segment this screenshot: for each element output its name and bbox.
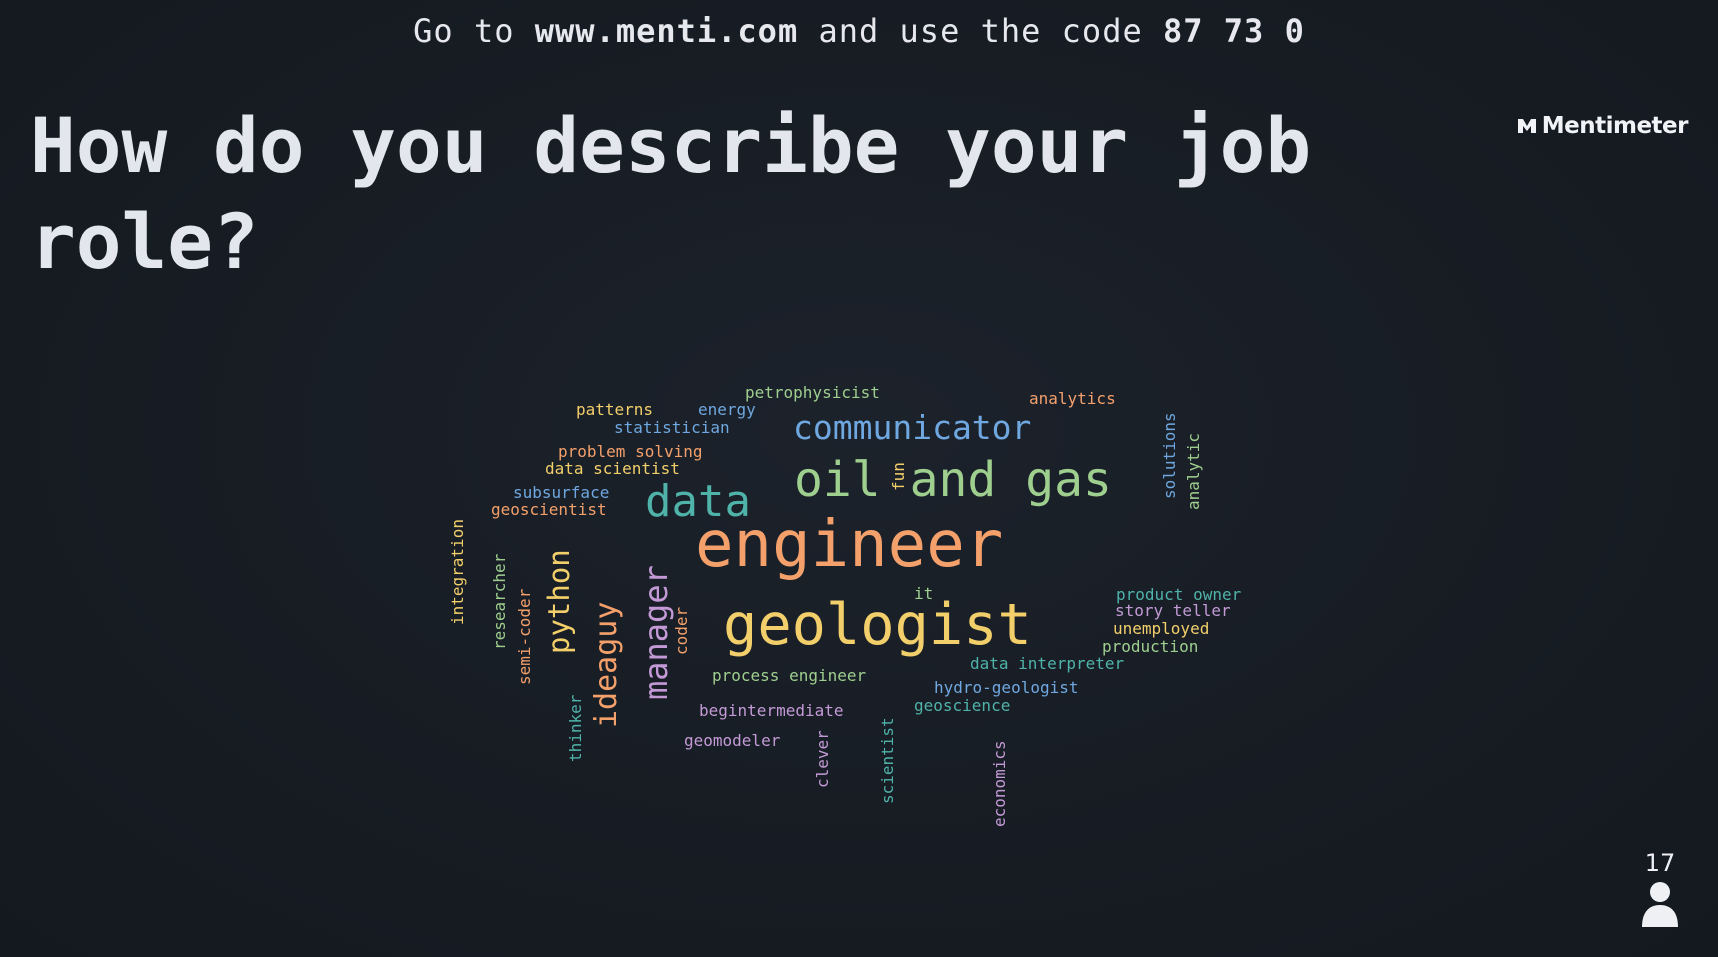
participant-count: 17 bbox=[1644, 849, 1676, 877]
word-oil-and-gas: oil and gas bbox=[794, 452, 1112, 508]
word-data: data bbox=[645, 476, 751, 527]
word-patterns: patterns bbox=[576, 400, 654, 419]
word-geoscientist: geoscientist bbox=[491, 500, 607, 519]
question-title: How do you describe your job role? bbox=[30, 101, 1312, 286]
word-python: python bbox=[542, 549, 576, 654]
word-geoscience: geoscience bbox=[914, 696, 1011, 715]
word-energy: energy bbox=[698, 400, 756, 419]
join-code: 87 73 0 bbox=[1162, 12, 1305, 50]
brand-logo: Mentimeter bbox=[1517, 113, 1689, 139]
word-hydro-geologist: hydro-geologist bbox=[934, 678, 1079, 697]
word-data-interpreter: data interpreter bbox=[970, 654, 1125, 673]
participant-counter: 17 bbox=[1640, 849, 1680, 927]
mentimeter-logo-icon bbox=[1517, 119, 1536, 133]
word-thinker: thinker bbox=[566, 694, 585, 762]
word-economics: economics bbox=[990, 740, 1009, 827]
word-petrophysicist: petrophysicist bbox=[745, 383, 880, 402]
word-process-engineer: process engineer bbox=[712, 666, 867, 685]
word-product-owner: product owner bbox=[1116, 585, 1242, 604]
word-unemployed: unemployed bbox=[1113, 619, 1210, 638]
brand-name: Mentimeter bbox=[1541, 113, 1689, 139]
person-icon bbox=[1642, 882, 1678, 927]
word-solutions: solutions bbox=[1160, 412, 1179, 499]
word-semi-coder: semi-coder bbox=[515, 588, 534, 685]
word-scientist: scientist bbox=[878, 717, 897, 804]
word-integration: integration bbox=[448, 519, 467, 625]
word-geomodeler: geomodeler bbox=[684, 731, 781, 750]
word-communicator: communicator bbox=[793, 408, 1032, 447]
join-prefix: Go to bbox=[413, 12, 515, 50]
word-it: it bbox=[914, 584, 934, 603]
word-statistician: statistician bbox=[614, 418, 730, 437]
word-production: production bbox=[1102, 637, 1199, 656]
word-fun: fun bbox=[889, 462, 908, 491]
word-coder: coder bbox=[672, 606, 691, 655]
word-data-scientist: data scientist bbox=[545, 459, 680, 478]
word-subsurface: subsurface bbox=[513, 483, 610, 502]
join-middle: and use the code bbox=[818, 12, 1143, 50]
word-manager: manager bbox=[637, 565, 675, 700]
word-problem-solving: problem solving bbox=[558, 442, 703, 461]
word-ideaguy: ideaguy bbox=[589, 601, 624, 728]
word-analytics: analytics bbox=[1029, 389, 1116, 408]
word-story-teller: story teller bbox=[1115, 601, 1231, 620]
word-analytic: analytic bbox=[1184, 432, 1203, 510]
join-instructions: Go to www.menti.com and use the code 87 … bbox=[0, 12, 1718, 50]
word-geologist: geologist bbox=[723, 592, 1032, 658]
join-url[interactable]: www.menti.com bbox=[534, 12, 799, 50]
word-researcher: researcher bbox=[490, 553, 509, 650]
word-clever: clever bbox=[813, 730, 832, 788]
word-begintermediate: begintermediate bbox=[699, 701, 844, 720]
word-engineer: engineer bbox=[695, 508, 1004, 582]
